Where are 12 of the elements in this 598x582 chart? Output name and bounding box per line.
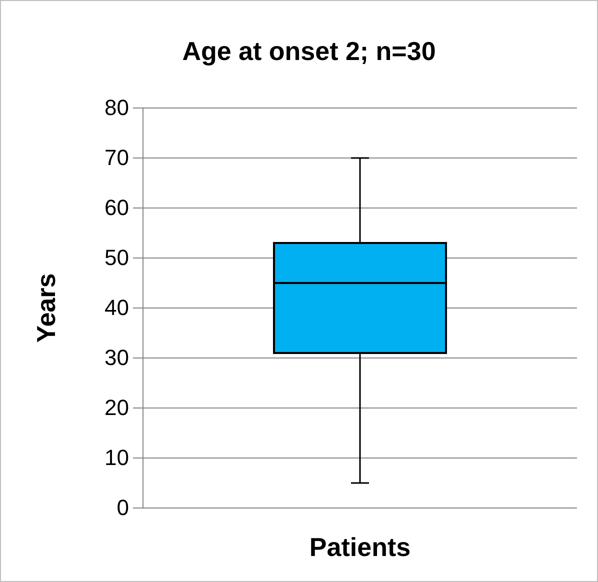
y-tick-label: 20 [104, 395, 129, 420]
y-tick-label: 50 [104, 245, 129, 270]
y-axis-title: Years [31, 273, 61, 343]
y-tick-label: 80 [104, 95, 129, 120]
y-tick-label: 30 [104, 345, 129, 370]
y-tick-label: 70 [104, 145, 129, 170]
y-tick-label: 60 [104, 195, 129, 220]
y-tick-label: 0 [116, 495, 129, 520]
chart-title: Age at onset 2; n=30 [182, 36, 436, 66]
y-tick-label: 40 [104, 295, 129, 320]
y-tick-label: 10 [104, 445, 129, 470]
x-axis-title: Patients [309, 532, 411, 562]
